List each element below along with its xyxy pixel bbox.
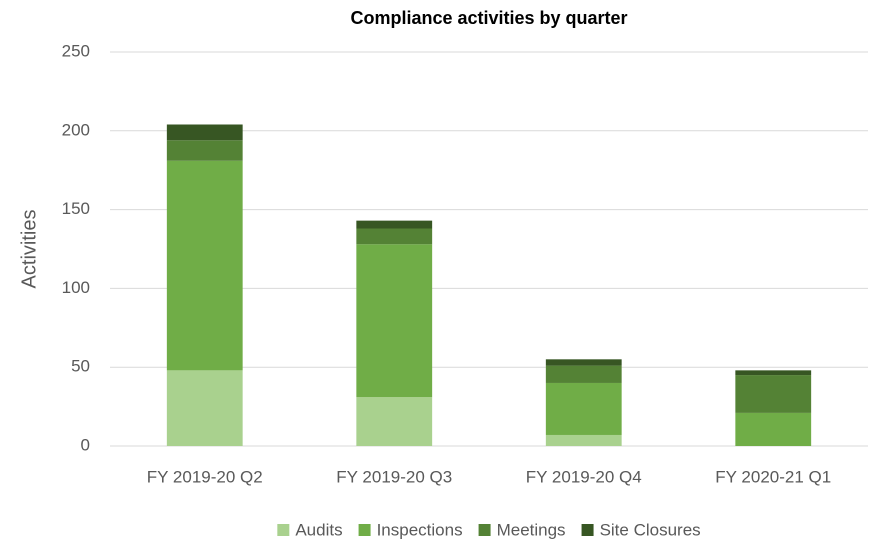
x-tick-label: FY 2020-21 Q1	[715, 467, 831, 486]
legend-label: Audits	[295, 520, 342, 539]
y-axis-label: Activities	[18, 210, 40, 289]
bar-segment	[545, 382, 622, 435]
x-tick-label: FY 2019-20 Q3	[336, 467, 452, 486]
bar-segment	[545, 365, 622, 383]
legend-swatch	[581, 524, 594, 536]
legend-swatch	[478, 524, 491, 536]
y-tick-label: 150	[62, 199, 90, 218]
y-tick-label: 50	[71, 357, 90, 376]
bar-segment	[356, 220, 433, 229]
bar-segment	[545, 434, 622, 446]
legend-label: Meetings	[497, 520, 566, 539]
bar-segment	[166, 370, 243, 446]
y-tick-label: 100	[62, 278, 90, 297]
x-tick-label: FY 2019-20 Q4	[526, 467, 642, 486]
bar-segment	[735, 370, 812, 376]
chart-title: Compliance activities by quarter	[350, 8, 627, 28]
legend-swatch	[358, 524, 371, 536]
bar-segment	[356, 397, 433, 446]
bar-segment	[166, 160, 243, 371]
bar-segment	[166, 124, 243, 141]
bar-segment	[356, 228, 433, 245]
y-tick-label: 0	[81, 435, 90, 454]
bar-segment	[545, 359, 622, 366]
y-tick-label: 250	[62, 41, 90, 60]
y-tick-label: 200	[62, 120, 90, 139]
legend-swatch	[277, 524, 290, 536]
bar-segment	[735, 412, 812, 446]
x-tick-label: FY 2019-20 Q2	[147, 467, 263, 486]
legend-label: Inspections	[377, 520, 463, 539]
bar-segment	[356, 244, 433, 398]
bar-segment	[166, 140, 243, 161]
bar-segment	[735, 375, 812, 413]
legend-label: Site Closures	[600, 520, 701, 539]
